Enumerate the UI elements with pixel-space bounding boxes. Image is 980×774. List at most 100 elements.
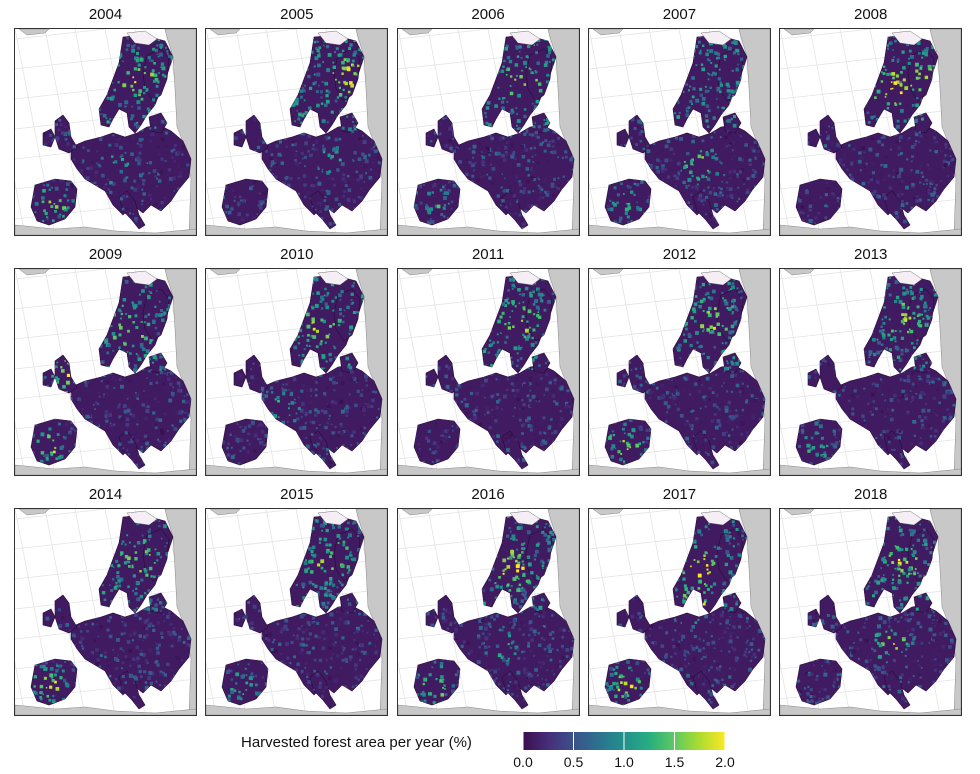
colorbar-tick-label: 0.5 xyxy=(563,754,584,770)
map-canvas xyxy=(15,29,196,235)
non-study-land xyxy=(588,704,770,715)
map-panel-2013: 2013 xyxy=(779,240,963,476)
region-uk xyxy=(54,354,78,394)
map-canvas xyxy=(588,509,770,715)
map-panel-2011: 2011 xyxy=(396,240,580,476)
region-ireland xyxy=(616,128,630,148)
map-canvas xyxy=(588,269,770,475)
non-study-land xyxy=(588,464,770,475)
non-study-land xyxy=(209,509,241,516)
region-finland xyxy=(333,528,361,582)
no-forest-region xyxy=(126,30,158,46)
map-panel-2015: 2015 xyxy=(205,480,389,716)
panel-year-label: 2009 xyxy=(88,246,123,263)
non-study-land xyxy=(783,509,815,516)
europe-map xyxy=(396,268,580,476)
europe-map xyxy=(587,28,771,236)
panel-year-label: 2011 xyxy=(471,246,505,263)
europe-map xyxy=(587,508,771,716)
panel-year-label: 2005 xyxy=(280,6,314,23)
no-forest-region xyxy=(891,510,923,526)
region-mainland xyxy=(835,124,957,216)
region-italy xyxy=(118,430,146,470)
panel-year-label: 2010 xyxy=(280,246,314,263)
no-forest-region xyxy=(891,30,923,46)
region-italy xyxy=(501,670,528,710)
region-mainland xyxy=(835,604,957,696)
map-panel-2005: 2005 xyxy=(205,0,389,236)
region-finland xyxy=(907,528,935,582)
map-panel-2016: 2016 xyxy=(396,480,580,716)
no-forest-region xyxy=(700,510,732,526)
non-study-land xyxy=(206,224,388,235)
no-forest-region xyxy=(509,510,540,526)
non-study-land xyxy=(401,29,432,36)
region-baltics xyxy=(913,352,933,374)
map-canvas xyxy=(588,29,770,235)
map-canvas xyxy=(206,29,388,235)
europe-map xyxy=(205,508,389,716)
no-forest-region xyxy=(891,270,923,286)
non-study-land xyxy=(780,464,962,475)
panel-year-label: 2007 xyxy=(662,6,697,23)
region-baltics xyxy=(913,112,933,134)
map-panel-2014: 2014 xyxy=(14,480,197,716)
no-forest-region xyxy=(700,270,732,286)
panel-year-label: 2006 xyxy=(471,6,505,23)
colorbar-ticks: 0.0 0.5 1.0 1.5 2.0 xyxy=(0,726,980,774)
panel-year-label: 2015 xyxy=(280,486,314,503)
non-study-land xyxy=(783,29,815,36)
map-panel-2009: 2009 xyxy=(14,240,197,476)
non-study-land xyxy=(15,704,196,715)
map-canvas xyxy=(780,509,962,715)
region-uk xyxy=(54,594,78,634)
non-study-land xyxy=(18,29,50,36)
map-canvas xyxy=(15,269,196,475)
map-panel-2017: 2017 xyxy=(587,480,771,716)
colorbar-tick-label: 0.0 xyxy=(513,754,533,770)
no-forest-region xyxy=(317,510,349,526)
map-canvas xyxy=(397,509,579,715)
map-canvas xyxy=(15,509,196,715)
non-study-land xyxy=(206,464,388,475)
non-study-land xyxy=(592,269,624,276)
no-forest-region xyxy=(317,270,349,286)
non-study-land xyxy=(18,269,50,276)
europe-map xyxy=(587,268,771,476)
map-canvas xyxy=(206,509,388,715)
europe-map xyxy=(205,28,389,236)
non-study-land xyxy=(592,29,624,36)
europe-map xyxy=(779,28,963,236)
non-study-land xyxy=(783,269,815,276)
non-study-land xyxy=(588,224,770,235)
europe-map xyxy=(14,28,197,236)
region-uk xyxy=(819,354,843,394)
map-canvas xyxy=(397,29,579,235)
europe-map xyxy=(779,508,963,716)
europe-map xyxy=(396,28,580,236)
europe-map xyxy=(396,508,580,716)
map-panel-2018: 2018 xyxy=(779,480,963,716)
map-panel-2004: 2004 xyxy=(14,0,197,236)
region-italy xyxy=(883,190,911,230)
region-mainland xyxy=(835,364,957,456)
no-forest-region xyxy=(126,270,158,286)
panel-year-label: 2014 xyxy=(88,486,123,503)
colorbar xyxy=(523,732,725,750)
map-grid: 2004 2005 2006 2007 2008 2009 2010 2011 2012 2013… xyxy=(14,0,974,720)
non-study-land xyxy=(15,224,196,235)
colorbar-legend: Harvested forest area per year (%) 0.0 0.… xyxy=(0,726,980,774)
map-panel-2006: 2006 xyxy=(396,0,580,236)
region-finland xyxy=(525,528,552,582)
map-canvas xyxy=(397,269,579,475)
no-forest-region xyxy=(126,510,158,526)
panel-year-label: 2013 xyxy=(854,246,888,263)
panel-year-label: 2004 xyxy=(88,6,123,23)
region-italy xyxy=(309,430,337,470)
map-canvas xyxy=(206,269,388,475)
panel-year-label: 2018 xyxy=(854,486,888,503)
non-study-land xyxy=(780,704,962,715)
region-finland xyxy=(716,288,744,342)
colorbar-tick-label: 1.0 xyxy=(614,754,634,770)
region-italy xyxy=(118,190,146,230)
